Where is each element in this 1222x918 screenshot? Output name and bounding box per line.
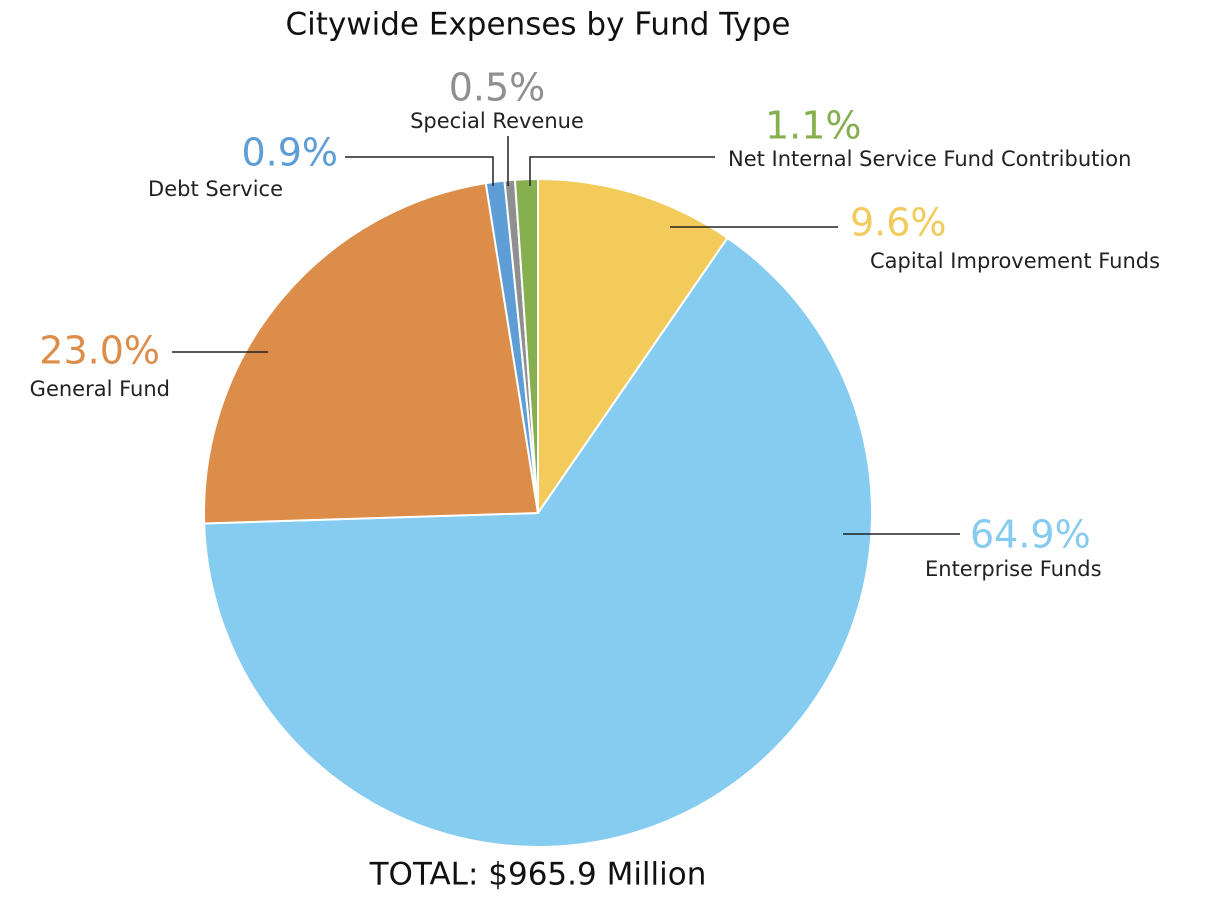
pie-slice: [203, 181, 540, 525]
leader-line: [529, 156, 715, 186]
slice-label: Debt Service: [148, 177, 283, 201]
pie-slice: [513, 177, 539, 514]
leader-line: [345, 156, 494, 186]
value-label: 0.5%: [449, 66, 546, 110]
pie-slice: [203, 236, 873, 848]
value-label: 0.9%: [241, 131, 338, 175]
value-label: 64.9%: [970, 513, 1091, 557]
chart-footer: TOTAL: $965.9 Million: [369, 857, 707, 893]
chart-title: Citywide Expenses by Fund Type: [286, 7, 791, 43]
value-label: 1.1%: [765, 104, 862, 148]
slice-label: Net Internal Service Fund Contribution: [728, 147, 1131, 171]
slice-label: Special Revenue: [410, 109, 584, 133]
value-label: 9.6%: [850, 201, 947, 245]
slice-label: Enterprise Funds: [925, 557, 1102, 581]
value-label: 23.0%: [39, 329, 160, 373]
slice-label: Capital Improvement Funds: [870, 249, 1160, 273]
pie-slice: [537, 177, 729, 517]
slice-label: General Fund: [30, 377, 170, 401]
